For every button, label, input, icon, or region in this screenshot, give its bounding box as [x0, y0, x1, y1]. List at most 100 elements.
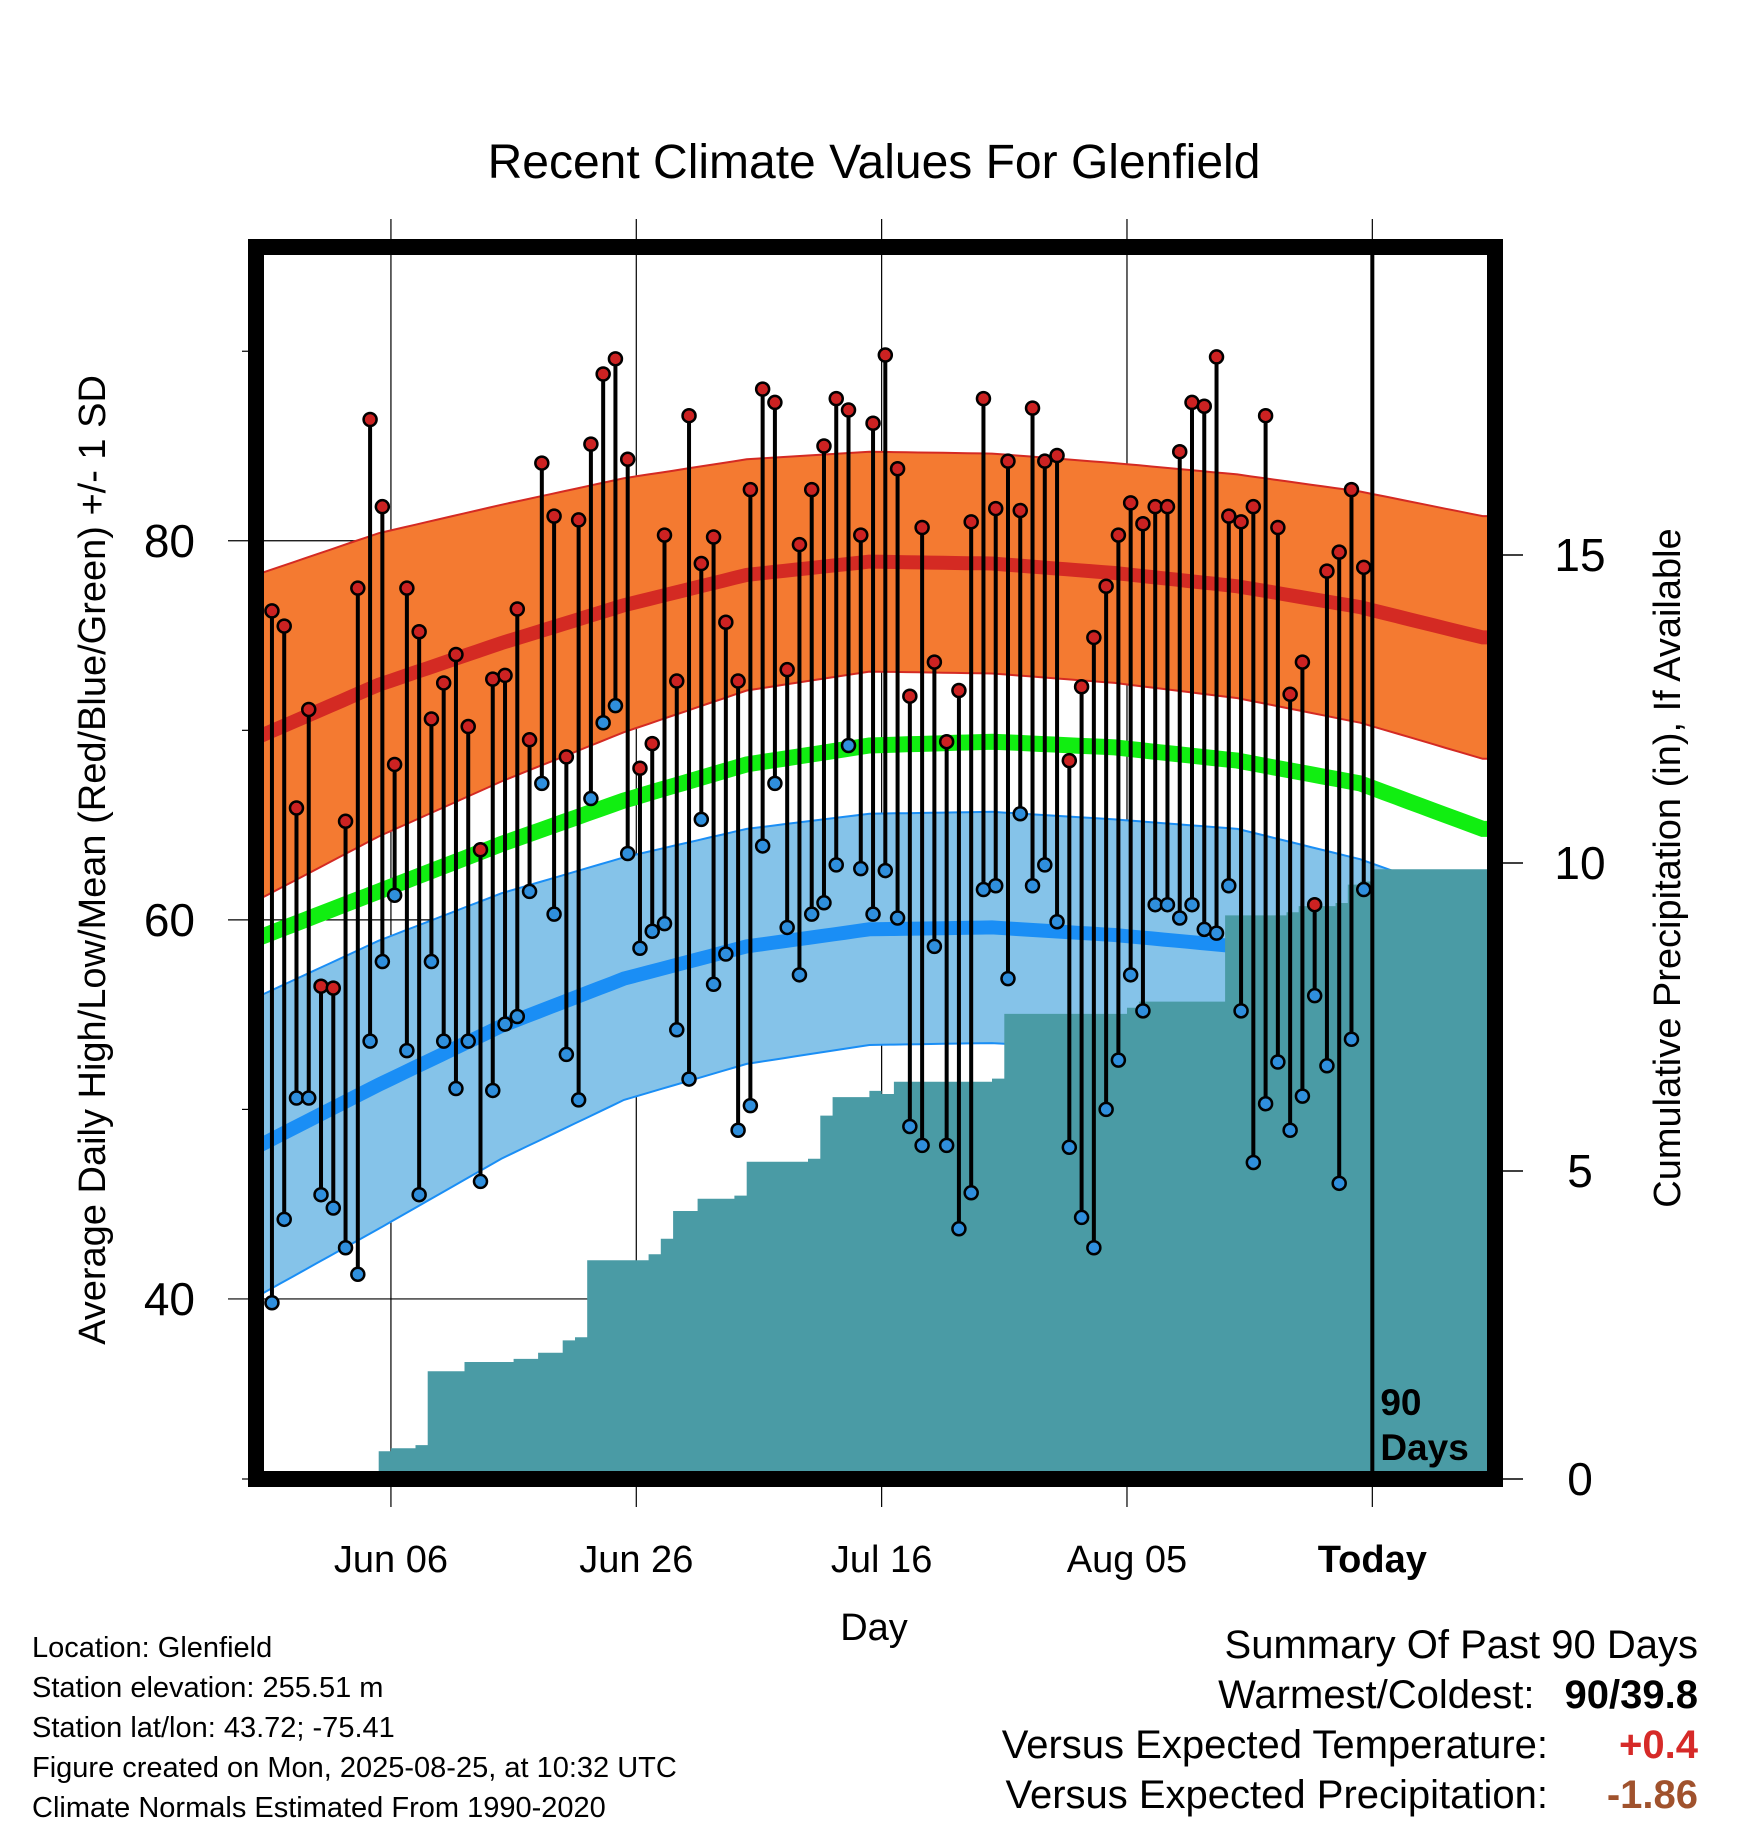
- temp-departure-row: Versus Expected Temperature: +0.4: [1002, 1720, 1698, 1770]
- daily-low-point: [1257, 1095, 1274, 1112]
- y2-axis-label: Cumulative Precipitation (in), If Availa…: [1647, 528, 1689, 1207]
- daily-high-point: [607, 351, 624, 367]
- daily-low-point: [337, 1240, 354, 1256]
- daily-high-point: [1331, 544, 1347, 560]
- precipitation-area-group: [256, 869, 1495, 1479]
- daily-high-point: [1110, 527, 1127, 543]
- daily-low-point: [767, 775, 783, 792]
- daily-low-point: [300, 1090, 317, 1106]
- daily-high-point: [509, 601, 526, 617]
- summary-heading-row: Summary Of Past 90 Days: [1002, 1620, 1698, 1670]
- temp-departure-label: Versus Expected Temperature:: [1001, 1723, 1548, 1767]
- warmest-coldest-value: 90/39.8: [1564, 1673, 1698, 1717]
- daily-range-group: [264, 347, 1372, 1311]
- daily-low-point: [914, 1137, 930, 1154]
- daily-low-point: [619, 845, 636, 862]
- daily-low-point: [448, 1080, 464, 1097]
- daily-low-point: [607, 697, 624, 714]
- daily-low-point: [472, 1173, 489, 1190]
- daily-high-point: [1073, 678, 1090, 695]
- today-marker-label-bottom: Days: [1380, 1427, 1468, 1468]
- daily-low-point: [534, 775, 550, 792]
- daily-high-point: [963, 514, 979, 530]
- daily-high-point: [853, 527, 869, 543]
- daily-low-point: [693, 811, 710, 828]
- daily-high-point: [1343, 481, 1360, 498]
- created-text: Figure created on Mon, 2025-08-25, at 10…: [32, 1752, 677, 1784]
- daily-high-point: [644, 735, 660, 752]
- y2-tick-label: 10: [1554, 837, 1605, 889]
- daily-high-point: [386, 756, 403, 773]
- station-info: Location: Glenfield Station elevation: 2…: [32, 1628, 677, 1828]
- normals-text: Climate Normals Estimated From 1990-2020: [32, 1792, 606, 1824]
- daily-low-point: [926, 938, 943, 955]
- daily-high-point: [546, 508, 562, 524]
- daily-low-point: [1061, 1139, 1078, 1156]
- daily-high-point: [485, 671, 501, 687]
- daily-low-point: [963, 1185, 979, 1201]
- daily-low-point: [816, 895, 832, 911]
- daily-low-point: [325, 1200, 342, 1216]
- daily-low-point: [644, 923, 660, 939]
- daily-high-point: [619, 451, 636, 468]
- daily-high-point: [423, 711, 440, 727]
- daily-high-point: [288, 800, 305, 816]
- y-tick-label: 40: [144, 1273, 195, 1325]
- daily-high-point: [1000, 453, 1016, 469]
- daily-high-point: [1098, 578, 1114, 595]
- daily-low-point: [705, 976, 722, 993]
- daily-low-point: [1331, 1175, 1347, 1192]
- precip-departure-label: Versus Expected Precipitation:: [1005, 1773, 1548, 1817]
- daily-low-point: [350, 1266, 366, 1283]
- daily-low-point: [1049, 914, 1065, 930]
- daily-high-point: [1196, 398, 1213, 414]
- daily-high-point: [1221, 508, 1237, 524]
- daily-high-point: [1171, 443, 1188, 460]
- daily-low-point: [411, 1186, 427, 1203]
- daily-high-point: [865, 415, 881, 432]
- daily-high-point: [521, 732, 538, 748]
- daily-high-point: [472, 841, 489, 858]
- daily-high-point: [325, 980, 342, 996]
- daily-low-point: [497, 1016, 513, 1032]
- daily-high-point: [1024, 400, 1041, 416]
- daily-low-point: [1073, 1209, 1090, 1226]
- latlon-text: Station lat/lon: 43.72; -75.41: [32, 1712, 395, 1744]
- daily-low-point: [485, 1082, 501, 1099]
- daily-low-point: [264, 1294, 280, 1311]
- daily-low-point: [362, 1033, 378, 1049]
- daily-low-point: [276, 1211, 292, 1228]
- daily-high-point: [399, 580, 415, 596]
- warmest-coldest-row: Warmest/Coldest: 90/39.8: [1002, 1670, 1698, 1720]
- daily-high-point: [411, 624, 427, 640]
- chart-title: Recent Climate Values For Glenfield: [488, 136, 1261, 189]
- daily-low-point: [754, 838, 771, 854]
- daily-high-point: [718, 614, 734, 631]
- daily-high-point: [435, 675, 452, 691]
- daily-low-point: [803, 906, 820, 922]
- daily-low-point: [399, 1042, 415, 1059]
- daily-high-point: [877, 347, 894, 363]
- daily-high-point: [570, 512, 587, 528]
- daily-high-point: [926, 654, 943, 670]
- daily-low-point: [1233, 1003, 1249, 1019]
- daily-low-point: [1245, 1154, 1262, 1171]
- daily-low-point: [1306, 987, 1323, 1004]
- daily-low-point: [1343, 1031, 1360, 1048]
- daily-high-point: [779, 661, 795, 678]
- x-tick-label: Today: [1318, 1539, 1427, 1581]
- daily-low-point: [840, 737, 857, 754]
- daily-high-point: [1135, 515, 1151, 532]
- daily-low-point: [1319, 1058, 1335, 1074]
- daily-low-point: [1208, 925, 1225, 941]
- daily-low-point: [595, 714, 611, 731]
- daily-high-point: [1270, 519, 1286, 536]
- daily-high-point: [730, 673, 746, 689]
- daily-high-point: [1306, 896, 1323, 913]
- daily-low-point: [570, 1092, 587, 1108]
- daily-high-point: [951, 682, 967, 699]
- daily-high-point: [374, 498, 391, 515]
- daily-high-point: [1184, 394, 1200, 411]
- daily-low-point: [583, 790, 599, 807]
- daily-low-point: [865, 906, 881, 922]
